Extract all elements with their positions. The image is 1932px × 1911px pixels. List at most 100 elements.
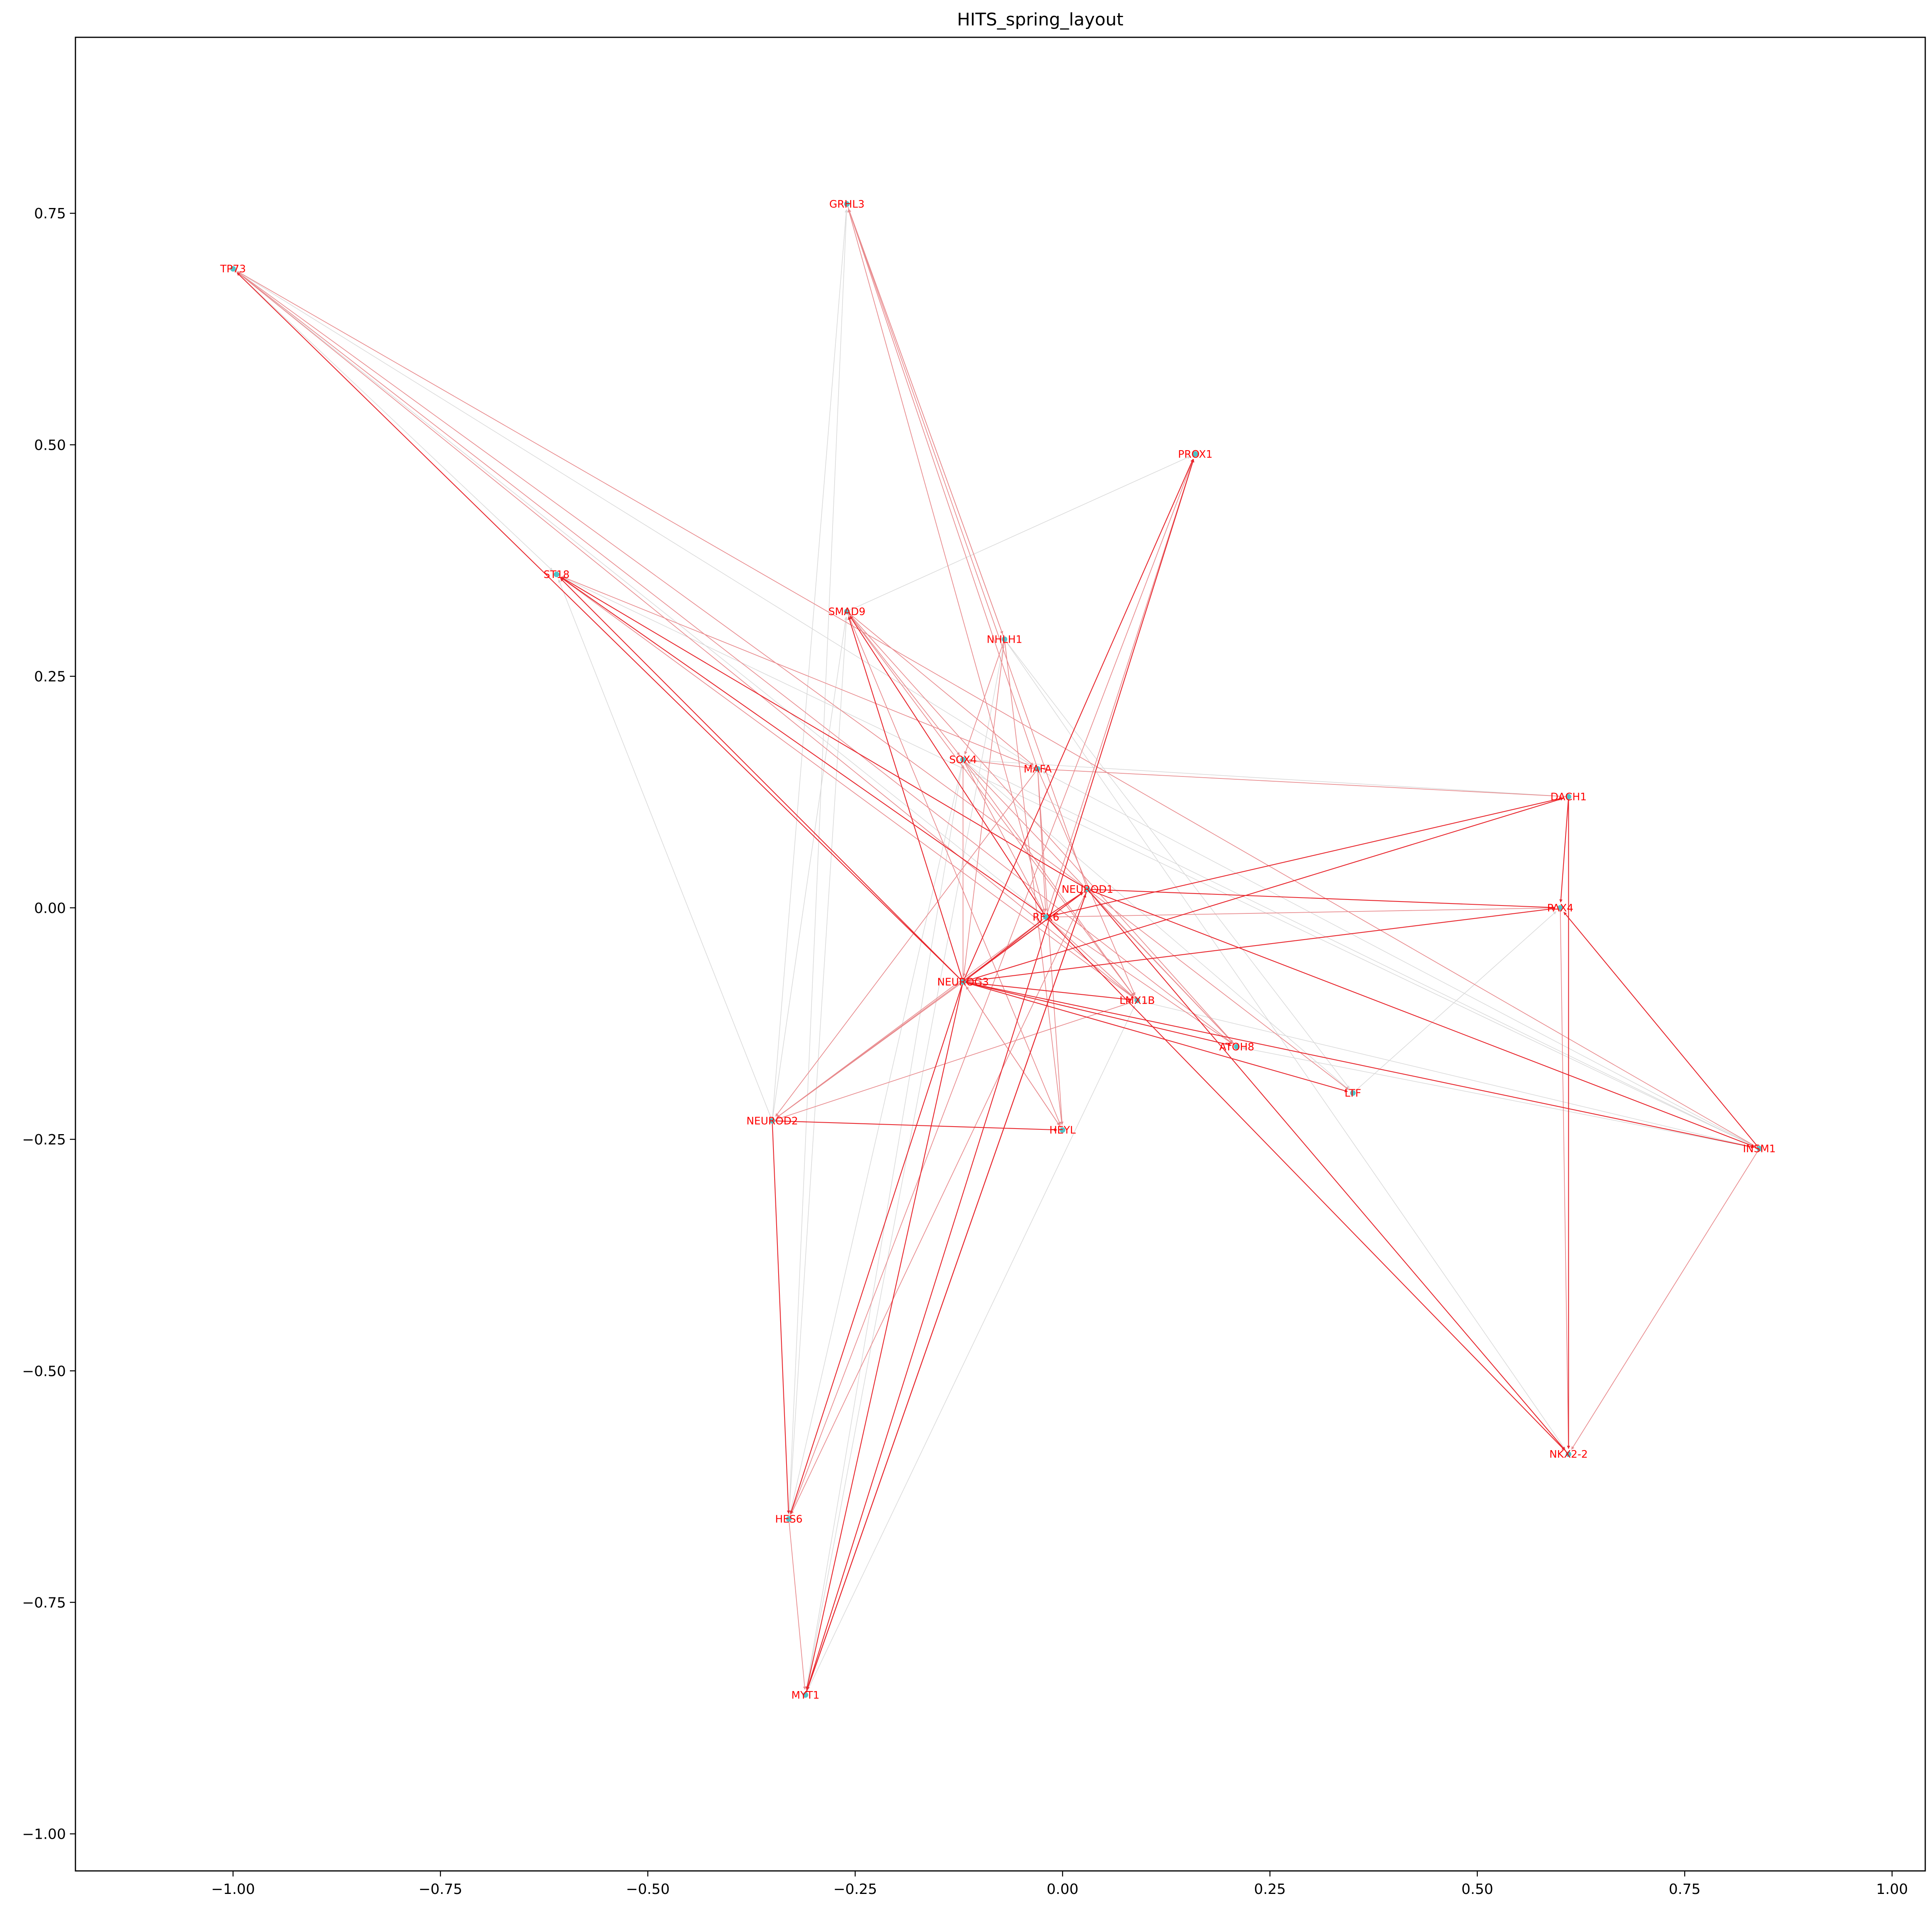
edge-neurod1-to-st18	[561, 577, 1088, 890]
y-tick-label: 0.50	[34, 437, 66, 453]
node-label-st18: ST18	[544, 569, 569, 581]
node-tp73	[230, 266, 236, 272]
node-label-prox1: PROX1	[1178, 449, 1213, 460]
edge-sox4-to-lmx1b	[962, 759, 1134, 996]
edge-nhlh1-to-neurog3	[962, 639, 1005, 977]
edge-neurod1-to-atoh8	[1087, 889, 1233, 1043]
node-atoh8	[1234, 1044, 1240, 1050]
y-tick-label: 0.25	[34, 669, 66, 685]
edge-atoh8-to-tp73	[237, 272, 1237, 1047]
edge-smad9-to-heyl	[846, 611, 1061, 1125]
edge-neurog3-to-atoh8	[963, 981, 1232, 1046]
node-label-atoh8: ATOH8	[1219, 1041, 1254, 1053]
y-tick-label: 0.75	[34, 206, 66, 222]
node-label-ltf: LTF	[1345, 1087, 1361, 1099]
node-label-mafa: MAFA	[1024, 763, 1052, 775]
node-label-neurod2: NEUROD2	[746, 1115, 798, 1127]
node-prox1	[1192, 451, 1198, 457]
edge-rfx6-to-prox1	[1045, 459, 1194, 917]
edge-rfx6-to-neurod1	[1045, 892, 1083, 918]
node-neurod1	[1084, 886, 1090, 892]
edge-ltf-to-pax4	[1352, 911, 1556, 1094]
node-label-lmx1b: LMX1B	[1120, 995, 1155, 1007]
edge-rfx6-to-nkx2-2	[1045, 917, 1565, 1451]
edge-insm1-to-lmx1b	[1142, 1001, 1760, 1149]
edge-insm1-to-tp73	[237, 271, 1760, 1149]
node-insm1	[1757, 1146, 1762, 1152]
edge-neurog3-to-st18	[560, 578, 964, 982]
node-smad9	[844, 609, 850, 615]
edge-neurog3-to-smad9	[848, 616, 964, 982]
edge-neurod2-to-grhl3	[772, 209, 848, 1121]
node-heyl	[1060, 1127, 1066, 1133]
edge-pax4-to-nkx2-2	[1560, 907, 1570, 1449]
edge-tp73-to-st18	[233, 268, 553, 571]
edge-rfx6-to-dach1	[1046, 797, 1564, 918]
node-myt1	[802, 1692, 808, 1698]
x-tick-label: 0.25	[1254, 1881, 1286, 1898]
edge-rfx6-to-neurod2	[776, 917, 1046, 1118]
edge-rfx6-to-grhl3	[847, 209, 1047, 917]
node-lmx1b	[1134, 998, 1140, 1004]
edge-neurog3-to-pax4	[963, 907, 1555, 982]
y-tick-label: −0.50	[22, 1363, 66, 1379]
y-tick-label: −0.25	[22, 1132, 66, 1148]
edge-heyl-to-neurog3	[966, 986, 1063, 1131]
edge-neurod1-to-tp73	[237, 272, 1088, 890]
edge-grhl3-to-nhlh1	[846, 204, 1003, 634]
edge-neurog3-to-myt1	[806, 982, 964, 1690]
edge-smad9-to-sox4	[846, 611, 960, 756]
edge-lmx1b-to-smad9	[850, 615, 1138, 1001]
edge-neurog3-to-insm1	[963, 981, 1755, 1148]
edge-neurod2-to-hes6	[771, 1121, 790, 1514]
node-sox4	[960, 757, 966, 763]
node-label-neurog3: NEUROG3	[937, 976, 989, 988]
edge-sox4-to-ltf	[962, 759, 1349, 1090]
edge-rfx6-to-lmx1b	[1045, 917, 1134, 997]
node-label-grhl3: GRHL3	[829, 198, 865, 210]
edge-lmx1b-to-tp73	[237, 272, 1138, 1001]
node-label-sox4: SOX4	[949, 754, 977, 766]
edge-hes6-to-smad9	[788, 616, 848, 1519]
x-tick-label: −0.50	[626, 1881, 669, 1898]
edge-mafa-to-heyl	[1037, 769, 1064, 1125]
edge-nhlh1-to-sox4	[964, 639, 1005, 755]
edge-mafa-to-grhl3	[848, 209, 1038, 769]
edge-neurog3-to-rfx6	[962, 920, 1042, 982]
edge-neurod1-to-grhl3	[848, 209, 1088, 890]
edge-dach1-to-sox4	[968, 758, 1569, 797]
node-nhlh1	[1001, 636, 1007, 642]
x-tick-label: 1.00	[1876, 1881, 1908, 1898]
node-ltf	[1350, 1090, 1356, 1096]
edge-neurod2-to-lmx1b	[772, 1001, 1132, 1121]
edge-neurod1-to-insm1	[1087, 889, 1755, 1147]
edge-hes6-to-prox1	[788, 459, 1194, 1519]
edge-neurod1-to-ltf	[1087, 889, 1349, 1090]
edge-neurod2-to-smad9	[772, 616, 847, 1121]
edge-smad9-to-mafa	[846, 611, 1034, 766]
edge-neurog3-to-tp73	[237, 272, 964, 982]
edge-insm1-to-nkx2-2	[1571, 1148, 1760, 1450]
node-pax4	[1557, 905, 1563, 911]
edge-smad9-to-prox1	[846, 456, 1191, 612]
edge-myt1-to-prox1	[805, 459, 1194, 1695]
x-tick-label: −1.00	[211, 1881, 255, 1898]
edge-neurog3-to-neurod1	[962, 892, 1084, 982]
nodes-layer	[230, 201, 1762, 1698]
node-label-smad9: SMAD9	[828, 606, 865, 618]
edge-nhlh1-to-heyl	[1004, 639, 1063, 1125]
node-labels-layer: TP73 GRHL3 PROX1 ST18 SMAD9 NHLH1 SOX4 MAFA DACH…	[220, 198, 1776, 1701]
edge-tp73-to-rfx6	[233, 268, 1042, 914]
node-dach1	[1566, 794, 1571, 799]
edge-rfx6-to-smad9	[849, 616, 1047, 917]
y-tick-label: −1.00	[22, 1826, 66, 1843]
x-axis-ticks: −1.00 −0.75 −0.50 −0.25 0.00 0.25 0.50 0.75 1.00	[211, 1871, 1908, 1898]
chart-title: HITS_spring_layout	[957, 10, 1123, 30]
edge-neurog3-to-dach1	[963, 798, 1564, 982]
y-axis-ticks: 0.75 0.50 0.25 0.00 −0.25 −0.50 −0.75 −1.00	[22, 206, 75, 1843]
node-label-rfx6: RFX6	[1033, 911, 1059, 923]
node-nkx2-2	[1566, 1451, 1571, 1457]
edge-insm1-to-st18	[561, 576, 1760, 1149]
edge-myt1-to-lmx1b	[805, 1005, 1135, 1695]
edge-neurog3-to-lmx1b	[963, 981, 1132, 1001]
